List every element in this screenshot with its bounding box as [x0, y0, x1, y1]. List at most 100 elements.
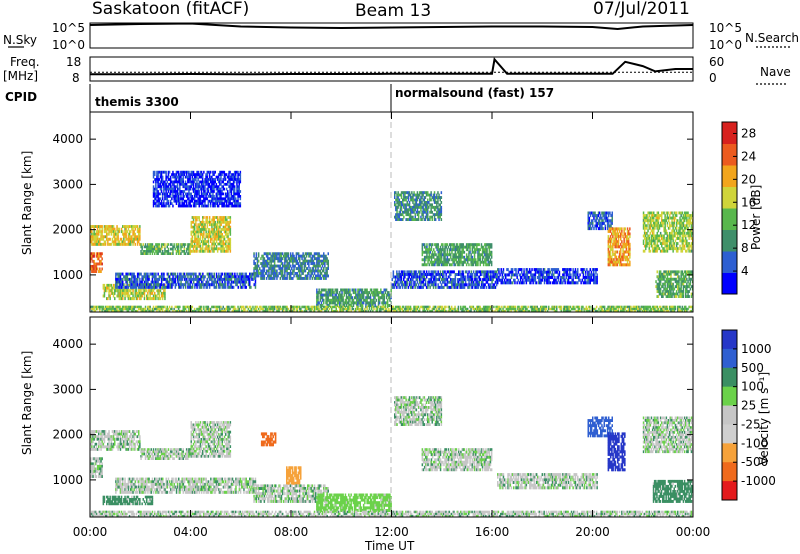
- heatmap-cell: [299, 264, 301, 268]
- heatmap-cell: [154, 291, 156, 295]
- heatmap-cell: [180, 173, 182, 176]
- heatmap-cell: [212, 233, 214, 236]
- heatmap-cell: [408, 215, 411, 219]
- heatmap-cell: [406, 305, 408, 309]
- heatmap-cell: [161, 305, 164, 309]
- heatmap-cell: [106, 289, 108, 293]
- heatmap-cell: [140, 291, 142, 295]
- heatmap-cell: [433, 218, 436, 221]
- heatmap-cell: [132, 280, 134, 284]
- heatmap-cell: [206, 283, 209, 287]
- heatmap-cell: [340, 301, 342, 305]
- heatmap-cell: [190, 192, 192, 196]
- heatmap-cell: [158, 247, 160, 251]
- heatmap-cell: [272, 252, 275, 256]
- heatmap-cell: [686, 309, 688, 313]
- heatmap-cell: [147, 250, 149, 253]
- heatmap-cell: [268, 272, 270, 275]
- heatmap-cell: [284, 277, 286, 280]
- heatmap-cell: [303, 269, 306, 273]
- heatmap-cell: [181, 173, 183, 176]
- heatmap-cell: [445, 260, 447, 264]
- heatmap-cell: [215, 235, 218, 239]
- heatmap-cell: [128, 240, 131, 244]
- heatmap-cell: [267, 269, 269, 273]
- heatmap-cell: [355, 291, 357, 295]
- heatmap-cell: [189, 280, 191, 284]
- heatmap-cell: [566, 307, 568, 311]
- heatmap-cell: [227, 242, 229, 246]
- heatmap-cell: [367, 301, 369, 305]
- heatmap-cell: [307, 277, 309, 280]
- heatmap-cell: [432, 196, 435, 199]
- heatmap-cell: [388, 304, 390, 307]
- heatmap-cell: [241, 275, 243, 279]
- heatmap-cell: [175, 170, 178, 174]
- heatmap-cell: [220, 305, 222, 309]
- heatmap-cell: [141, 307, 143, 311]
- heatmap-cell: [179, 197, 181, 201]
- heatmap-cell: [317, 307, 319, 311]
- heatmap-cell: [505, 307, 508, 311]
- heatmap-cell: [151, 250, 154, 253]
- heatmap-cell: [373, 296, 375, 300]
- heatmap-cell: [646, 305, 648, 309]
- heatmap-cell: [398, 215, 401, 219]
- heatmap-cell: [235, 307, 237, 311]
- heatmap-cell: [177, 204, 180, 208]
- heatmap-cell: [313, 307, 316, 311]
- heatmap-cell: [197, 173, 199, 176]
- heatmap-cell: [294, 264, 296, 268]
- heatmap-cell: [240, 309, 243, 313]
- heatmap-cell: [300, 264, 302, 268]
- heatmap-cell: [500, 307, 502, 311]
- heatmap-cell: [654, 305, 656, 309]
- heatmap-cell: [132, 240, 134, 244]
- heatmap-cell: [440, 210, 443, 214]
- heatmap-cell: [187, 252, 189, 255]
- heatmap-cell: [421, 191, 423, 195]
- heatmap-cell: [370, 291, 373, 295]
- heatmap-cell: [122, 297, 124, 301]
- heatmap-cell: [115, 242, 117, 246]
- heatmap-cell: [244, 280, 246, 284]
- heatmap-cell: [222, 216, 225, 219]
- heatmap-cell: [93, 265, 95, 268]
- heatmap-cell: [178, 283, 180, 287]
- heatmap-cell: [126, 294, 128, 298]
- heatmap-cell: [431, 243, 434, 247]
- heatmap-cell: [233, 307, 236, 311]
- heatmap-cell: [343, 288, 345, 292]
- heatmap-cell: [124, 240, 126, 244]
- heatmap-cell: [159, 187, 162, 191]
- heatmap-cell: [112, 286, 115, 290]
- heatmap-cell: [100, 270, 102, 273]
- heatmap-cell: [134, 227, 136, 231]
- heatmap-cell: [195, 220, 197, 224]
- heatmap-cell: [513, 307, 516, 311]
- heatmap-cell: [341, 288, 343, 292]
- heatmap-cell: [125, 232, 127, 236]
- heatmap-cell: [313, 277, 316, 280]
- heatmap-cell: [110, 291, 113, 295]
- heatmap-cell: [203, 220, 205, 224]
- heatmap-cell: [396, 309, 398, 313]
- heatmap-cell: [114, 283, 116, 287]
- heatmap-cell: [472, 307, 475, 311]
- heatmap-cell: [309, 309, 311, 313]
- heatmap-cell: [251, 277, 253, 281]
- heatmap-cell: [423, 201, 426, 204]
- heatmap-cell: [172, 170, 174, 174]
- heatmap-cell: [123, 242, 125, 246]
- heatmap-cell: [216, 309, 219, 313]
- heatmap-cell: [91, 225, 93, 228]
- heatmap-cell: [256, 272, 259, 275]
- heatmap-cell: [481, 309, 484, 313]
- heatmap-cell: [324, 274, 326, 278]
- heatmap-cell: [250, 285, 252, 289]
- heatmap-cell: [235, 275, 237, 279]
- heatmap-cell: [431, 215, 433, 219]
- heatmap-cell: [180, 285, 182, 289]
- heatmap-cell: [199, 170, 202, 174]
- heatmap-cell: [594, 307, 597, 311]
